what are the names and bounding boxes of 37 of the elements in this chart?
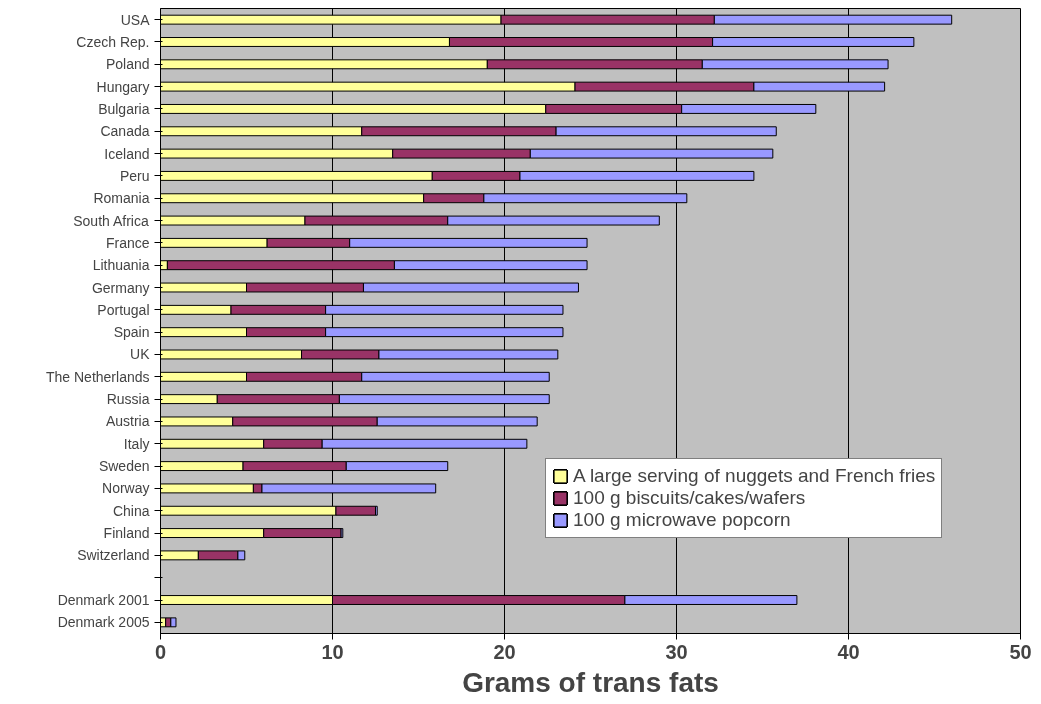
- y-tick-label: South Africa: [73, 212, 149, 229]
- y-tick-label: Denmark 2005: [57, 614, 150, 631]
- y-tick-label: China: [112, 502, 150, 519]
- y-tick-label: Canada: [100, 123, 150, 140]
- y-tick-label: Peru: [119, 167, 150, 184]
- y-tick-label: Italy: [123, 435, 150, 452]
- legend-label: A large serving of nuggets and French fries: [573, 465, 936, 487]
- y-tick-label: Switzerland: [77, 547, 150, 564]
- x-tick-label: 10: [321, 640, 344, 663]
- y-tick-label: Denmark 2001: [57, 592, 150, 609]
- y-tick-label: Portugal: [97, 301, 150, 318]
- legend-label: 100 g biscuits/cakes/wafers: [573, 487, 806, 509]
- x-tick-label: 40: [837, 640, 860, 663]
- y-tick-label: Finland: [103, 525, 150, 542]
- y-tick-label: UK: [130, 346, 151, 363]
- y-tick-label: Lithuania: [92, 257, 150, 274]
- y-tick-label: Romania: [93, 190, 150, 207]
- y-tick-label: Norway: [102, 480, 150, 497]
- x-tick-label: 20: [493, 640, 516, 663]
- y-tick-label: Hungary: [96, 78, 150, 95]
- legend-label: 100 g microwave popcorn: [573, 509, 791, 531]
- x-axis-title: Grams of trans fats: [462, 666, 719, 698]
- y-tick-label: Germany: [91, 279, 150, 296]
- y-tick-label: Bulgaria: [98, 100, 150, 117]
- y-tick-label: Czech Rep.: [76, 33, 150, 50]
- y-tick-label: Sweden: [98, 458, 150, 475]
- y-tick-label: France: [105, 234, 150, 251]
- x-tick-label: 50: [1009, 640, 1032, 663]
- y-tick-label: Iceland: [104, 145, 150, 162]
- y-tick-label: USA: [120, 11, 151, 28]
- y-tick-label: The Netherlands: [46, 368, 150, 385]
- y-tick-label: Russia: [106, 391, 150, 408]
- y-tick-label: Austria: [105, 413, 150, 430]
- y-tick-label: Poland: [105, 56, 150, 73]
- y-tick-label: Spain: [113, 324, 150, 341]
- x-tick-label: 0: [154, 640, 167, 663]
- x-tick-label: 30: [665, 640, 688, 663]
